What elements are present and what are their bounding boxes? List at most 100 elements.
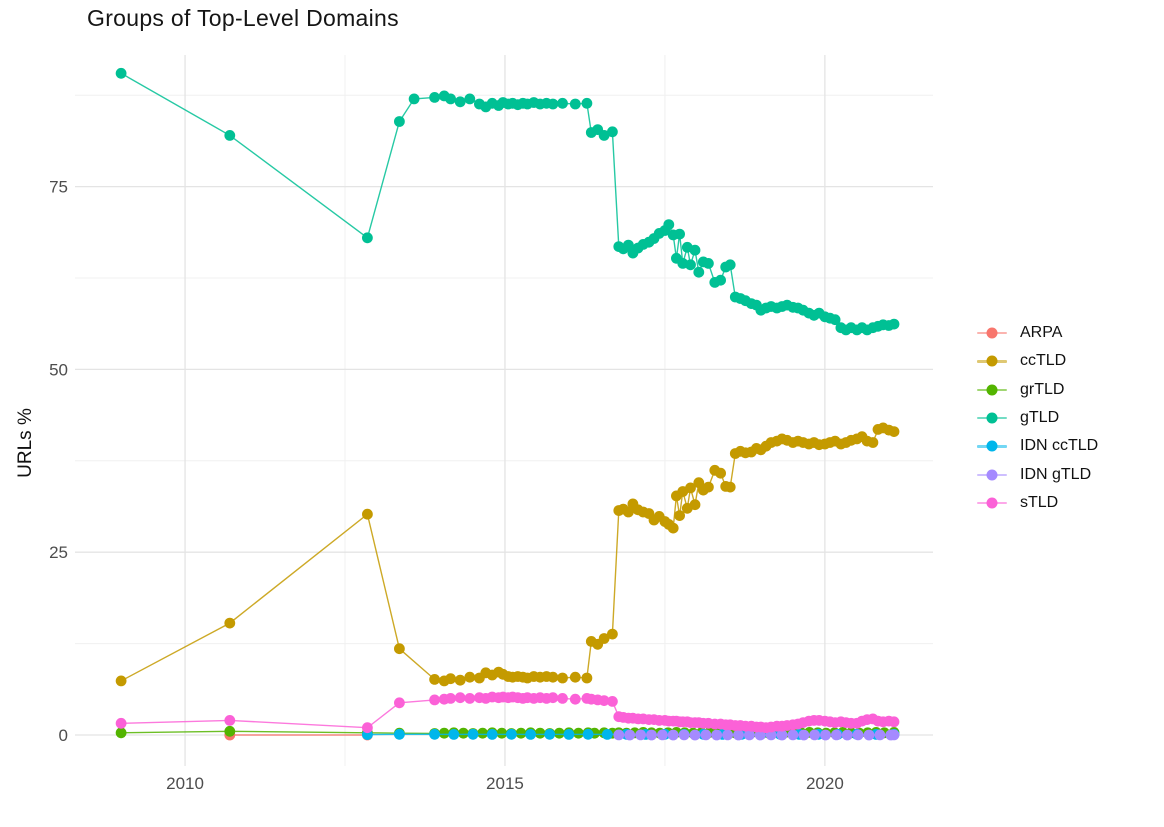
data-point bbox=[394, 116, 405, 127]
data-point bbox=[557, 672, 568, 684]
svg-text:25: 25 bbox=[49, 543, 68, 562]
data-point bbox=[445, 93, 456, 105]
data-point bbox=[809, 729, 820, 741]
legend-dot-icon bbox=[986, 327, 998, 339]
legend-key-gtld bbox=[977, 412, 1007, 424]
data-point bbox=[703, 258, 714, 269]
data-point bbox=[693, 266, 705, 278]
legend-dot-icon bbox=[986, 355, 998, 367]
svg-text:50: 50 bbox=[49, 360, 68, 379]
data-point bbox=[429, 728, 440, 740]
data-point bbox=[700, 729, 712, 741]
data-point bbox=[623, 239, 634, 251]
data-point bbox=[598, 130, 610, 141]
legend-key-grtld bbox=[977, 384, 1007, 396]
data-point bbox=[115, 717, 127, 729]
data-point bbox=[448, 729, 460, 740]
data-point bbox=[429, 694, 440, 706]
data-point bbox=[582, 728, 594, 740]
legend-label: sTLD bbox=[1020, 493, 1059, 511]
data-point bbox=[557, 693, 568, 704]
x-axis-tick-labels: 2010 2015 2020 bbox=[166, 774, 844, 793]
data-point bbox=[506, 728, 517, 740]
data-point bbox=[689, 244, 701, 256]
data-point bbox=[362, 722, 373, 734]
data-point bbox=[635, 729, 646, 741]
data-point bbox=[744, 729, 755, 741]
data-point bbox=[429, 674, 440, 685]
data-point bbox=[515, 727, 527, 739]
data-point bbox=[115, 727, 127, 739]
data-point bbox=[598, 633, 610, 644]
data-point bbox=[547, 98, 559, 110]
data-point bbox=[464, 693, 476, 704]
data-point bbox=[667, 729, 679, 741]
data-point bbox=[685, 482, 696, 494]
data-point bbox=[607, 696, 618, 707]
legend-key-arpa bbox=[977, 327, 1007, 339]
data-point bbox=[685, 259, 696, 271]
gridlines-minor bbox=[75, 55, 933, 766]
legend-key-idn-cctld bbox=[977, 440, 1007, 452]
data-point bbox=[733, 729, 744, 741]
data-point bbox=[486, 729, 498, 740]
series-sTLD bbox=[115, 691, 900, 734]
data-point bbox=[715, 467, 726, 479]
data-point bbox=[623, 506, 634, 518]
data-point bbox=[624, 729, 636, 741]
data-point bbox=[674, 228, 685, 240]
data-point bbox=[798, 729, 810, 741]
data-point bbox=[569, 693, 581, 705]
data-point bbox=[394, 697, 405, 709]
data-point bbox=[852, 729, 864, 741]
data-point bbox=[547, 671, 559, 683]
data-point bbox=[544, 728, 556, 740]
data-point bbox=[547, 692, 559, 704]
data-point bbox=[657, 729, 668, 741]
series-gTLD bbox=[115, 67, 900, 336]
data-point bbox=[787, 729, 799, 741]
legend-dot-icon bbox=[986, 469, 998, 481]
data-point bbox=[607, 628, 618, 640]
data-point bbox=[464, 671, 476, 683]
data-point bbox=[563, 729, 575, 740]
data-point bbox=[888, 716, 900, 728]
svg-text:2020: 2020 bbox=[806, 774, 844, 793]
data-point bbox=[722, 729, 733, 741]
svg-text:0: 0 bbox=[59, 726, 68, 745]
data-point bbox=[464, 93, 476, 105]
data-point bbox=[454, 96, 466, 108]
data-point bbox=[581, 672, 593, 684]
data-point bbox=[553, 727, 565, 739]
data-point bbox=[438, 727, 450, 739]
data-point bbox=[867, 437, 879, 448]
data-point bbox=[557, 97, 568, 109]
data-point bbox=[445, 673, 456, 685]
data-point bbox=[689, 729, 701, 741]
data-point bbox=[224, 725, 236, 737]
data-point bbox=[408, 93, 420, 105]
legend: ARPA ccTLD grTLD gTLD IDN ccTLD IDN gTLD… bbox=[977, 319, 1098, 517]
data-point bbox=[429, 92, 440, 103]
data-point bbox=[601, 729, 613, 740]
legend-item-stld: sTLD bbox=[977, 489, 1098, 517]
data-point bbox=[678, 729, 690, 741]
legend-dot-icon bbox=[986, 384, 998, 396]
legend-item-grtld: grTLD bbox=[977, 376, 1098, 404]
legend-key-idn-gtld bbox=[977, 469, 1007, 481]
data-point bbox=[569, 98, 581, 110]
data-point bbox=[674, 510, 685, 521]
legend-item-arpa: ARPA bbox=[977, 319, 1098, 347]
data-point bbox=[534, 727, 546, 739]
data-point bbox=[607, 126, 618, 138]
data-point bbox=[496, 727, 508, 739]
data-point bbox=[776, 729, 788, 741]
legend-dot-icon bbox=[986, 440, 998, 452]
legend-item-idn-gtld: IDN gTLD bbox=[977, 460, 1098, 488]
data-point bbox=[646, 729, 657, 741]
legend-item-idn-cctld: IDN ccTLD bbox=[977, 432, 1098, 460]
data-point bbox=[829, 314, 841, 326]
gridlines-major bbox=[75, 55, 933, 766]
